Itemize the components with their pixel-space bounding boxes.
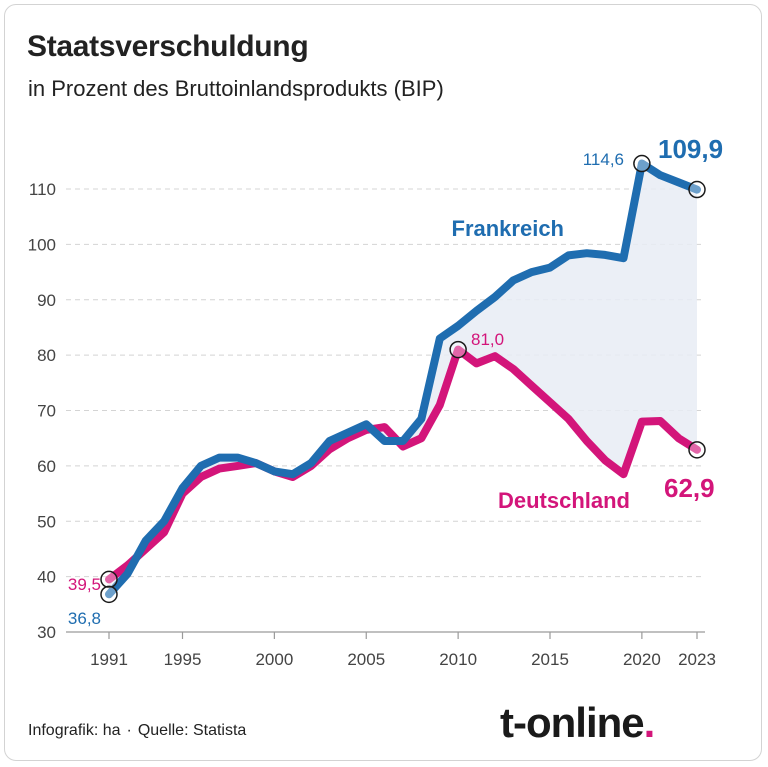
footer: Infografik: ha · Quelle: Statista <box>28 722 246 740</box>
y-tick-label-100: 100 <box>28 235 56 254</box>
data-label-fr-2023: 109,9 <box>658 134 723 164</box>
x-tick-label-1991: 1991 <box>90 650 128 669</box>
t-online-logo: t-online. <box>500 699 656 747</box>
logo-dot: . <box>643 699 656 746</box>
y-tick-label-50: 50 <box>37 512 56 531</box>
y-tick-label-110: 110 <box>29 180 56 199</box>
gap-area-fill <box>109 163 697 595</box>
y-tick-label-90: 90 <box>37 291 56 310</box>
y-tick-label-40: 40 <box>37 568 56 587</box>
marker-de-2010 <box>449 340 467 359</box>
marker-fr-2020 <box>633 154 651 173</box>
data-label-de-2023: 62,9 <box>664 473 715 503</box>
series-line-frankreich <box>105 159 701 599</box>
x-tick-label-1995: 1995 <box>164 650 202 669</box>
footer-credit: Infografik: ha <box>28 722 121 739</box>
x-tick-label-2000: 2000 <box>255 650 293 669</box>
logo-text: t-online <box>500 699 645 746</box>
x-tick-label-2010: 2010 <box>439 650 477 669</box>
footer-separator: · <box>126 722 132 739</box>
x-tick-label-2023: 2023 <box>678 650 716 669</box>
series-label-frankreich: Frankreich <box>452 216 565 241</box>
data-label-de-2010: 81,0 <box>471 330 504 349</box>
y-tick-label-60: 60 <box>37 457 56 476</box>
chart-subtitle: in Prozent des Bruttoinlandsprodukts (BI… <box>28 76 444 101</box>
footer-source: Quelle: Statista <box>137 722 247 739</box>
marker-fr-1991 <box>100 585 118 604</box>
data-label-de-1991: 39,5 <box>68 575 101 594</box>
y-tick-label-70: 70 <box>37 402 56 421</box>
x-tick-label-2005: 2005 <box>347 650 385 669</box>
x-tick-label-2015: 2015 <box>531 650 569 669</box>
y-tick-label-80: 80 <box>37 346 56 365</box>
y-tick-label-30: 30 <box>37 623 56 642</box>
series-label-deutschland: Deutschland <box>498 488 630 513</box>
data-label-fr-2020: 114,6 <box>583 150 624 169</box>
chart-title: Staatsverschuldung <box>27 30 309 63</box>
x-tick-label-2020: 2020 <box>623 650 661 669</box>
marker-fr-2023 <box>688 180 706 199</box>
marker-de-2023 <box>688 441 706 459</box>
marker-de-1991 <box>100 570 118 589</box>
series-line-deutschland <box>105 345 701 584</box>
data-label-fr-1991: 36,8 <box>68 609 101 628</box>
